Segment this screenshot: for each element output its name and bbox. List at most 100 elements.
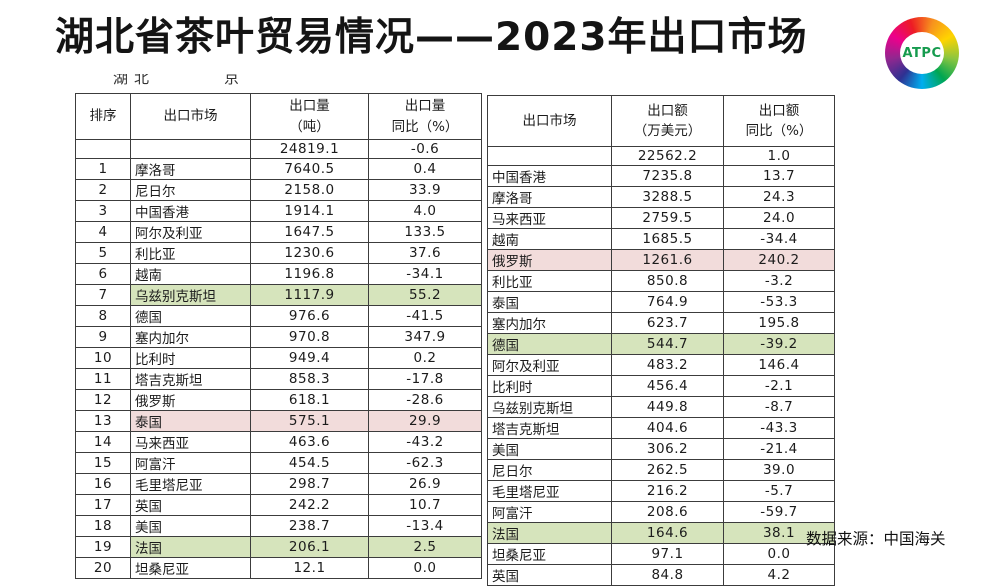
market-cell: 俄罗斯 bbox=[487, 249, 612, 271]
value-cell: 1647.5 bbox=[250, 221, 369, 243]
rank-cell: 7 bbox=[75, 284, 131, 306]
table-row: 19 法国 206.1 2.5 bbox=[75, 536, 482, 558]
yoy-cell: 2.5 bbox=[368, 536, 482, 558]
market-cell: 乌兹别克斯坦 bbox=[130, 284, 251, 306]
table-header-row: 出口市场 出口额 （万美元） 出口额 同比（%） bbox=[487, 95, 835, 147]
rank-cell: 16 bbox=[75, 473, 131, 495]
market-cell: 塞内加尔 bbox=[487, 312, 612, 334]
market-cell: 俄罗斯 bbox=[130, 389, 251, 411]
col-header-value-yoy: 出口额 同比（%） bbox=[723, 95, 835, 147]
col-header-market: 出口市场 bbox=[487, 95, 612, 147]
table-row: 乌兹别克斯坦 449.8 -8.7 bbox=[487, 396, 835, 418]
value-cell: 208.6 bbox=[611, 501, 724, 523]
market-cell: 法国 bbox=[130, 536, 251, 558]
yoy-cell: 146.4 bbox=[723, 354, 835, 376]
market-cell: 尼日尔 bbox=[130, 179, 251, 201]
table-row: 马来西亚 2759.5 24.0 bbox=[487, 207, 835, 229]
market-cell: 毛里塔尼亚 bbox=[487, 480, 612, 502]
value-cell: 858.3 bbox=[250, 368, 369, 390]
rank-cell: 3 bbox=[75, 200, 131, 222]
rank-cell: 15 bbox=[75, 452, 131, 474]
rank-cell: 1 bbox=[75, 158, 131, 180]
value-cell: 1685.5 bbox=[611, 228, 724, 250]
table-row: 尼日尔 262.5 39.0 bbox=[487, 459, 835, 481]
value-cell: 1261.6 bbox=[611, 249, 724, 271]
value-cell: 575.1 bbox=[250, 410, 369, 432]
yoy-cell: 0.2 bbox=[368, 347, 482, 369]
table-row: 6 越南 1196.8 -34.1 bbox=[75, 263, 482, 285]
table-row: 阿尔及利亚 483.2 146.4 bbox=[487, 354, 835, 376]
table-row: 24819.1 -0.6 bbox=[75, 139, 482, 159]
market-cell: 塔吉克斯坦 bbox=[130, 368, 251, 390]
value-cell: 3288.5 bbox=[611, 186, 724, 208]
market-cell: 阿富汗 bbox=[130, 452, 251, 474]
yoy-cell: 55.2 bbox=[368, 284, 482, 306]
table-row: 11 塔吉克斯坦 858.3 -17.8 bbox=[75, 368, 482, 390]
table-row: 1 摩洛哥 7640.5 0.4 bbox=[75, 158, 482, 180]
yoy-cell: 0.4 bbox=[368, 158, 482, 180]
table-header-row: 排序 出口市场 出口量 （吨） 出口量 同比（%） bbox=[75, 93, 482, 140]
value-cell: 22562.2 bbox=[611, 146, 724, 166]
clipped-text-fragment: 湖北 bbox=[113, 74, 156, 85]
market-cell: 乌兹别克斯坦 bbox=[487, 396, 612, 418]
rank-cell: 8 bbox=[75, 305, 131, 327]
value-cell: 618.1 bbox=[250, 389, 369, 411]
market-cell: 比利时 bbox=[487, 375, 612, 397]
table-row: 13 泰国 575.1 29.9 bbox=[75, 410, 482, 432]
col-header-volume-yoy: 出口量 同比（%） bbox=[368, 93, 482, 140]
rank-cell: 10 bbox=[75, 347, 131, 369]
value-cell: 242.2 bbox=[250, 494, 369, 516]
market-cell: 摩洛哥 bbox=[487, 186, 612, 208]
atpc-logo-text: ATPC bbox=[902, 45, 942, 61]
yoy-cell: -5.7 bbox=[723, 480, 835, 502]
market-cell: 比利时 bbox=[130, 347, 251, 369]
value-cell: 164.6 bbox=[611, 522, 724, 544]
col-header-rank: 排序 bbox=[75, 93, 131, 140]
value-cell: 7640.5 bbox=[250, 158, 369, 180]
value-cell: 970.8 bbox=[250, 326, 369, 348]
market-cell: 泰国 bbox=[130, 410, 251, 432]
yoy-cell: 4.2 bbox=[723, 564, 835, 586]
table-row: 2 尼日尔 2158.0 33.9 bbox=[75, 179, 482, 201]
market-cell: 利比亚 bbox=[130, 242, 251, 264]
export-value-table: 出口市场 出口额 （万美元） 出口额 同比（%） 22562.2 1.0 中国香港 7… bbox=[487, 95, 835, 586]
rank-cell: 4 bbox=[75, 221, 131, 243]
yoy-cell: -28.6 bbox=[368, 389, 482, 411]
yoy-cell: 1.0 bbox=[723, 146, 835, 166]
yoy-cell: 24.0 bbox=[723, 207, 835, 229]
yoy-cell: 29.9 bbox=[368, 410, 482, 432]
table-row: 摩洛哥 3288.5 24.3 bbox=[487, 186, 835, 208]
value-cell: 463.6 bbox=[250, 431, 369, 453]
value-cell: 623.7 bbox=[611, 312, 724, 334]
value-cell: 84.8 bbox=[611, 564, 724, 586]
value-cell: 544.7 bbox=[611, 333, 724, 355]
value-cell: 456.4 bbox=[611, 375, 724, 397]
market-cell bbox=[130, 139, 251, 159]
value-cell: 24819.1 bbox=[250, 139, 369, 159]
market-cell: 美国 bbox=[130, 515, 251, 537]
rank-cell: 14 bbox=[75, 431, 131, 453]
market-cell: 马来西亚 bbox=[130, 431, 251, 453]
table-row: 5 利比亚 1230.6 37.6 bbox=[75, 242, 482, 264]
yoy-cell: -0.6 bbox=[368, 139, 482, 159]
value-cell: 2158.0 bbox=[250, 179, 369, 201]
value-cell: 97.1 bbox=[611, 543, 724, 565]
yoy-cell: -34.4 bbox=[723, 228, 835, 250]
yoy-cell: 4.0 bbox=[368, 200, 482, 222]
value-cell: 1914.1 bbox=[250, 200, 369, 222]
table-row: 16 毛里塔尼亚 298.7 26.9 bbox=[75, 473, 482, 495]
rank-cell: 13 bbox=[75, 410, 131, 432]
yoy-cell: -8.7 bbox=[723, 396, 835, 418]
value-cell: 764.9 bbox=[611, 291, 724, 313]
yoy-cell: 24.3 bbox=[723, 186, 835, 208]
col-header-market: 出口市场 bbox=[130, 93, 251, 140]
atpc-logo: ATPC bbox=[879, 13, 965, 93]
value-cell: 449.8 bbox=[611, 396, 724, 418]
table-row: 英国 84.8 4.2 bbox=[487, 564, 835, 586]
rank-cell: 9 bbox=[75, 326, 131, 348]
rank-cell: 19 bbox=[75, 536, 131, 558]
table-row: 利比亚 850.8 -3.2 bbox=[487, 270, 835, 292]
market-cell: 中国香港 bbox=[130, 200, 251, 222]
market-cell: 毛里塔尼亚 bbox=[130, 473, 251, 495]
table-row: 15 阿富汗 454.5 -62.3 bbox=[75, 452, 482, 474]
